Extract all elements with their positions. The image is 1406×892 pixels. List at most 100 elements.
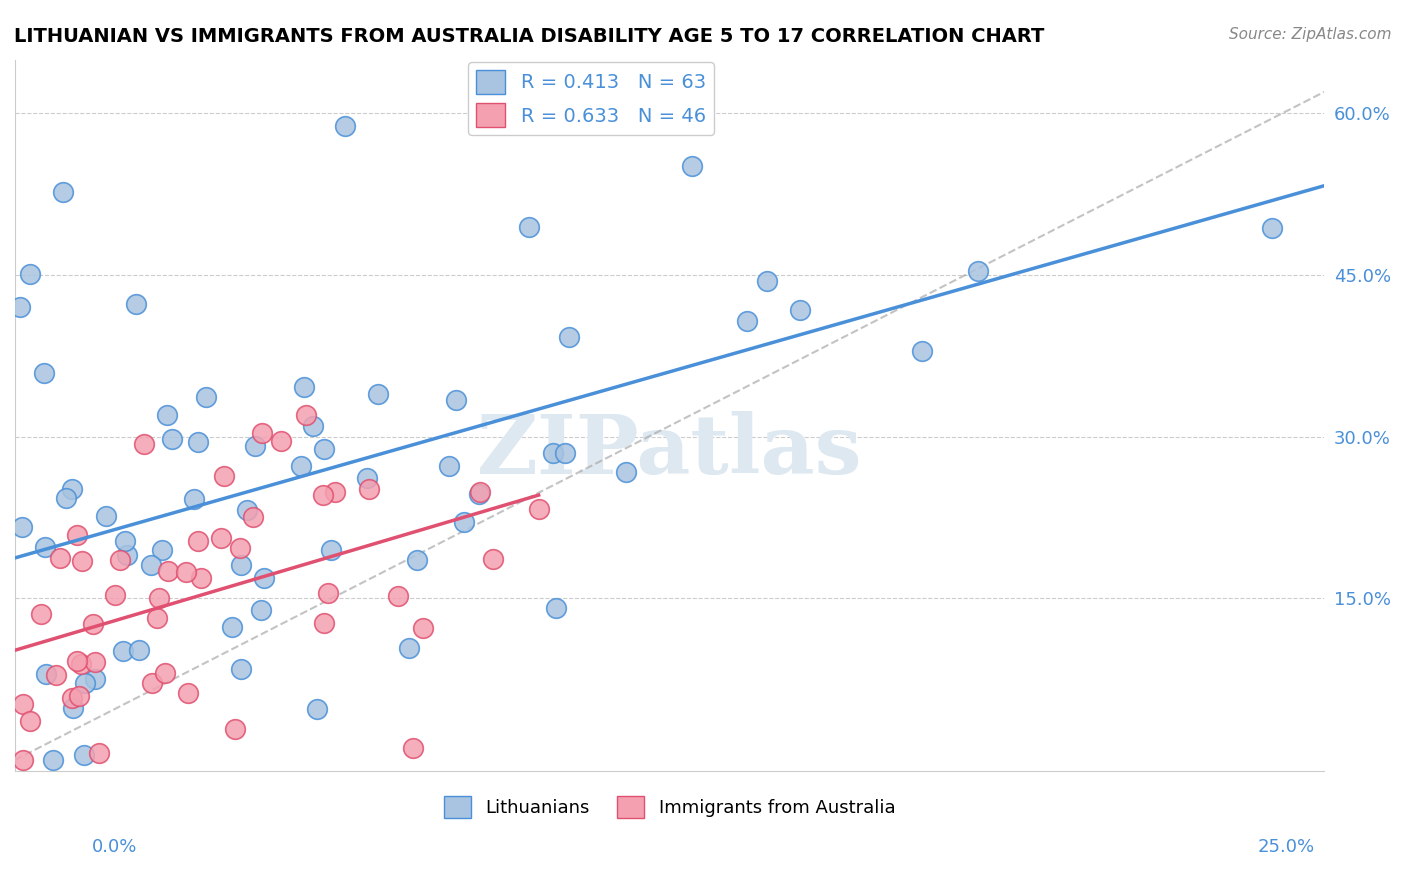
Point — [558, 330, 581, 344]
Text: Source: ZipAtlas.com: Source: ZipAtlas.com — [1229, 27, 1392, 42]
Point — [302, 418, 325, 433]
Point — [541, 446, 564, 460]
Point — [312, 488, 335, 502]
Point — [157, 565, 180, 579]
Point — [481, 552, 503, 566]
Point — [114, 534, 136, 549]
Point — [228, 541, 250, 555]
Point — [156, 408, 179, 422]
Point — [160, 432, 183, 446]
Point — [141, 558, 163, 572]
Point — [387, 590, 409, 604]
Point — [307, 702, 329, 716]
Point — [117, 548, 139, 562]
Point — [82, 616, 104, 631]
Point — [314, 442, 336, 456]
Point — [66, 654, 89, 668]
Point — [65, 528, 87, 542]
Point — [235, 503, 257, 517]
Point — [73, 748, 96, 763]
Point — [73, 676, 96, 690]
Point — [146, 611, 169, 625]
Point — [187, 533, 209, 548]
Point — [737, 314, 759, 328]
Point — [470, 484, 492, 499]
Point — [52, 186, 75, 200]
Point — [70, 553, 93, 567]
Point — [183, 491, 205, 506]
Point — [314, 615, 336, 630]
Text: LITHUANIAN VS IMMIGRANTS FROM AUSTRALIA DISABILITY AGE 5 TO 17 CORRELATION CHART: LITHUANIAN VS IMMIGRANTS FROM AUSTRALIA … — [14, 27, 1045, 45]
Point — [134, 437, 156, 451]
Point — [141, 675, 163, 690]
Point — [42, 753, 65, 767]
Point — [212, 468, 235, 483]
Legend: Lithuanians, Immigrants from Australia: Lithuanians, Immigrants from Australia — [437, 789, 903, 826]
Point — [406, 552, 429, 566]
Point — [11, 697, 34, 711]
Point — [221, 619, 243, 633]
Point — [755, 274, 778, 288]
Point — [249, 603, 271, 617]
Point — [446, 392, 468, 407]
Point — [153, 666, 176, 681]
Point — [323, 484, 346, 499]
Point — [10, 519, 32, 533]
Point — [242, 509, 264, 524]
Point — [398, 640, 420, 655]
Point — [30, 607, 52, 622]
Point — [87, 746, 110, 760]
Point — [224, 722, 246, 736]
Point — [290, 458, 312, 473]
Point — [1261, 221, 1284, 235]
Text: 25.0%: 25.0% — [1257, 838, 1315, 856]
Point — [467, 487, 489, 501]
Point — [967, 264, 990, 278]
Point — [530, 85, 553, 99]
Point — [195, 390, 218, 404]
Point — [614, 466, 637, 480]
Point — [544, 601, 567, 615]
Point — [367, 387, 389, 401]
Point — [177, 686, 200, 700]
Point — [911, 344, 934, 359]
Point — [437, 459, 460, 474]
Point — [211, 531, 233, 545]
Point — [18, 714, 41, 729]
Point — [270, 434, 292, 448]
Point — [94, 509, 117, 524]
Point — [34, 540, 56, 554]
Point — [295, 408, 318, 422]
Point — [412, 622, 434, 636]
Point — [108, 553, 131, 567]
Text: 0.0%: 0.0% — [91, 838, 136, 856]
Point — [245, 439, 267, 453]
Point — [356, 471, 378, 485]
Point — [11, 753, 34, 767]
Point — [35, 667, 58, 681]
Point — [554, 446, 576, 460]
Point — [187, 434, 209, 449]
Point — [789, 303, 811, 318]
Point — [60, 690, 83, 705]
Point — [60, 482, 83, 496]
Point — [231, 558, 253, 573]
Point — [517, 220, 540, 235]
Point — [250, 426, 273, 441]
Point — [104, 588, 127, 602]
Point — [125, 297, 148, 311]
Point — [62, 701, 84, 715]
Point — [150, 542, 173, 557]
Text: ZIPatlas: ZIPatlas — [477, 410, 862, 491]
Point — [8, 300, 31, 314]
Point — [32, 366, 55, 380]
Point — [402, 740, 425, 755]
Point — [148, 591, 170, 605]
Point — [190, 571, 212, 585]
Point — [69, 657, 91, 671]
Point — [292, 380, 315, 394]
Point — [84, 673, 107, 687]
Point — [55, 491, 77, 505]
Point — [319, 542, 342, 557]
Point — [18, 267, 41, 281]
